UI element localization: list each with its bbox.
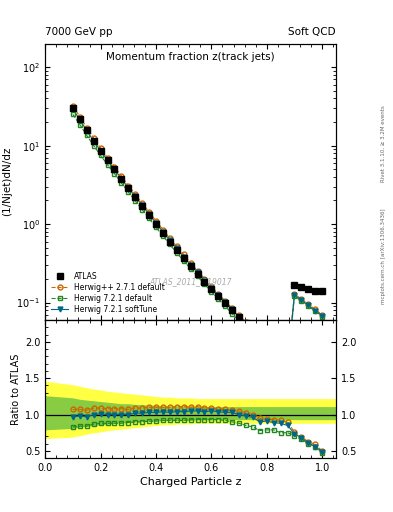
Y-axis label: (1/Njet)dN/dz: (1/Njet)dN/dz <box>2 147 12 217</box>
Text: 7000 GeV pp: 7000 GeV pp <box>45 27 113 37</box>
Legend: ATLAS, Herwig++ 2.7.1 default, Herwig 7.2.1 default, Herwig 7.2.1 softTune: ATLAS, Herwig++ 2.7.1 default, Herwig 7.… <box>49 270 167 316</box>
Text: mcplots.cern.ch [arXiv:1306.3436]: mcplots.cern.ch [arXiv:1306.3436] <box>381 208 386 304</box>
X-axis label: Charged Particle z: Charged Particle z <box>140 477 241 487</box>
Text: Momentum fraction z(track jets): Momentum fraction z(track jets) <box>106 52 275 62</box>
Text: ATLAS_2011_I919017: ATLAS_2011_I919017 <box>149 277 232 286</box>
Y-axis label: Ratio to ATLAS: Ratio to ATLAS <box>11 353 21 425</box>
Text: Rivet 3.1.10, ≥ 3.2M events: Rivet 3.1.10, ≥ 3.2M events <box>381 105 386 182</box>
Text: Soft QCD: Soft QCD <box>288 27 336 37</box>
